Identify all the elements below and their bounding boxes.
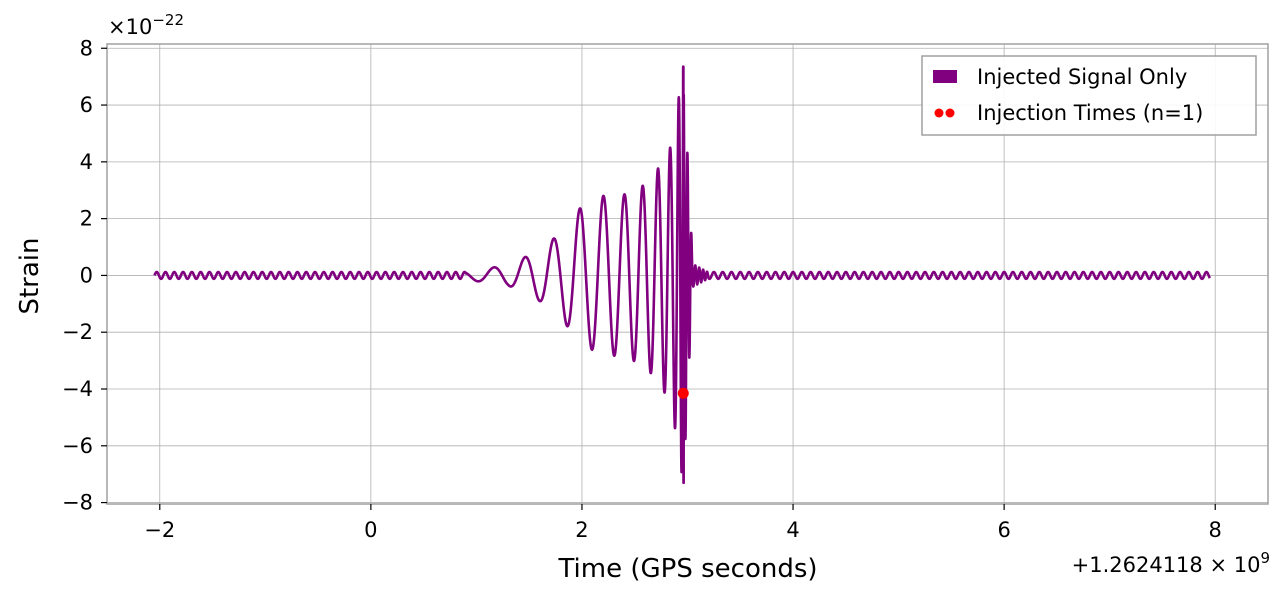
legend-line-swatch: [933, 70, 957, 83]
x-tick-label: 4: [786, 518, 799, 542]
legend-label-injection: Injection Times (n=1): [977, 101, 1203, 125]
legend-label-signal: Injected Signal Only: [977, 65, 1187, 89]
x-axis-label: Time (GPS seconds): [557, 554, 817, 584]
y-axis-ticks: −8 −6 −4 −2 0 2 4 6 8: [62, 36, 107, 515]
x-tick-label: −2: [144, 518, 175, 542]
legend-point-marker-1: [934, 108, 944, 118]
x-offset-exponent: 9: [1260, 549, 1270, 567]
y-tick-label: −6: [62, 434, 93, 458]
y-axis-label: Strain: [15, 237, 45, 314]
injection-time-point: [677, 387, 689, 399]
y-tick-label: 2: [80, 207, 93, 231]
y-tick-label: 4: [80, 150, 93, 174]
signal-waveform: [153, 65, 1212, 485]
y-tick-label: −8: [62, 491, 93, 515]
y-scale-base: ×10: [108, 15, 152, 39]
x-offset-label: +1.2624118 × 109: [1072, 549, 1270, 577]
injection-times-points: [677, 387, 689, 399]
y-tick-label: 8: [80, 36, 93, 60]
svg-text:+1.2624118 × 109: +1.2624118 × 109: [1072, 549, 1270, 577]
legend: Injected Signal Only Injection Times (n=…: [921, 55, 1257, 136]
y-tick-label: −2: [62, 320, 93, 344]
x-tick-label: 0: [364, 518, 377, 542]
y-tick-label: 0: [80, 263, 93, 287]
x-tick-label: 2: [575, 518, 588, 542]
x-tick-label: 6: [997, 518, 1010, 542]
legend-box: [921, 55, 1257, 136]
x-axis-ticks: −2 0 2 4 6 8: [144, 504, 1222, 542]
plot-frame: [106, 43, 1269, 505]
y-scale-label: ×10−22: [108, 11, 184, 39]
injected-signal-line: [153, 65, 1212, 485]
x-tick-label: 8: [1209, 518, 1222, 542]
svg-text:×10−22: ×10−22: [108, 11, 184, 39]
y-scale-exponent: −22: [152, 11, 184, 29]
x-offset-base: +1.2624118 × 10: [1072, 553, 1261, 577]
y-tick-label: −4: [62, 377, 93, 401]
y-tick-label: 6: [80, 93, 93, 117]
legend-point-marker-2: [945, 108, 955, 118]
